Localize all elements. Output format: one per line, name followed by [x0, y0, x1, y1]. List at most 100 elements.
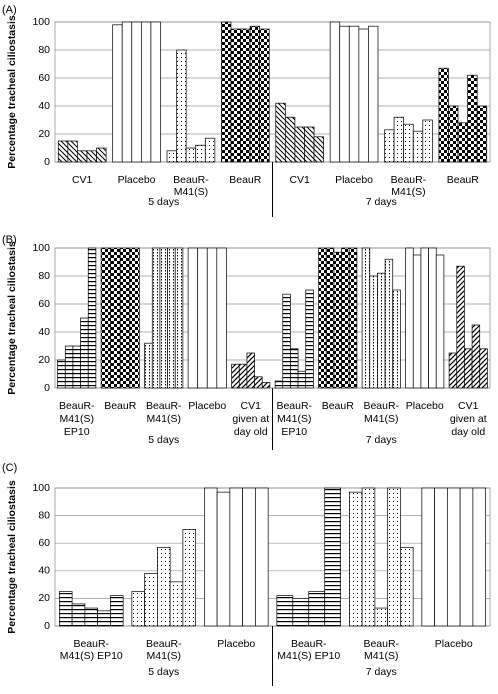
category-label: Placebo	[118, 174, 156, 186]
bar	[361, 487, 376, 627]
bar	[80, 317, 89, 389]
category-label: CV1	[289, 174, 310, 186]
bar	[87, 247, 97, 389]
bar	[131, 591, 145, 627]
y-tick-label: 60	[38, 72, 50, 84]
period-label: 5 days	[148, 196, 179, 208]
bar	[204, 487, 218, 627]
bar	[290, 348, 299, 389]
bar	[294, 126, 305, 163]
bar	[422, 119, 433, 163]
bar	[333, 251, 342, 389]
category-label: BeauR-	[363, 400, 399, 412]
bar	[456, 265, 465, 389]
bar	[255, 487, 269, 627]
bar	[229, 487, 243, 627]
bar	[448, 352, 458, 389]
bar	[329, 21, 341, 163]
category-label: M41(S) EP10	[60, 650, 123, 662]
bar	[304, 126, 315, 163]
bar	[318, 247, 327, 389]
category-label: BeauR-	[276, 400, 312, 412]
bar	[392, 289, 401, 389]
bar	[242, 487, 256, 627]
period-label: 5 days	[148, 666, 179, 678]
category-label: Placebo	[188, 400, 226, 412]
bar	[400, 546, 414, 627]
bar	[274, 380, 284, 389]
category-label: BeauR-	[146, 638, 182, 650]
bar	[238, 363, 248, 389]
bar	[121, 21, 133, 163]
y-tick-label: 40	[38, 565, 50, 577]
bar	[112, 24, 123, 163]
category-label: Placebo	[406, 400, 444, 412]
bar	[86, 150, 97, 163]
category-label: M41(S) EP10	[277, 650, 340, 662]
bar	[275, 102, 286, 163]
bar	[377, 272, 386, 389]
bar	[129, 247, 140, 389]
y-tick-label: 40	[38, 100, 50, 112]
bar	[387, 487, 401, 627]
bar	[447, 487, 461, 627]
bar	[434, 487, 448, 627]
bar	[204, 137, 216, 163]
category-label: Placebo	[435, 638, 473, 650]
category-label: CV1	[458, 400, 479, 412]
bar	[77, 150, 88, 163]
y-tick-label: 0	[44, 382, 50, 394]
category-label: day old	[451, 426, 485, 438]
y-tick-label: 100	[32, 242, 50, 254]
bar	[187, 247, 199, 389]
bar	[467, 74, 478, 163]
bar	[420, 247, 429, 389]
bar	[71, 603, 86, 627]
bar	[448, 105, 459, 163]
bar	[57, 140, 69, 163]
bar	[324, 487, 342, 627]
y-axis-label: Percentage tracheal ciliostasis	[6, 480, 18, 634]
bar	[166, 150, 177, 163]
bar	[110, 247, 121, 389]
bar	[471, 324, 481, 389]
bar	[259, 28, 270, 163]
bar	[297, 370, 307, 389]
category-label: M41(S)	[147, 413, 181, 425]
bar	[185, 147, 197, 163]
bar	[157, 546, 171, 627]
y-tick-label: 100	[32, 16, 50, 28]
bar	[358, 28, 369, 163]
bar	[292, 598, 310, 627]
category-label: BeauR	[447, 174, 480, 186]
bar	[230, 28, 241, 163]
category-label: M41(S)	[364, 650, 398, 662]
y-tick-label: 0	[44, 620, 50, 632]
category-label: BeauR-	[59, 400, 95, 412]
bar	[182, 529, 196, 627]
bar	[231, 363, 240, 389]
bar	[84, 607, 98, 627]
bar	[206, 247, 218, 389]
category-label: BeauR	[229, 174, 262, 186]
bar	[216, 491, 231, 627]
bar	[261, 382, 271, 389]
bar	[197, 247, 208, 389]
category-label: BeauR	[104, 400, 137, 412]
bar	[313, 136, 324, 163]
y-tick-label: 40	[38, 326, 50, 338]
bar	[369, 275, 378, 389]
category-label: given at	[450, 413, 487, 425]
y-tick-label: 80	[38, 509, 50, 521]
category-label: M41(S)	[147, 650, 181, 662]
bar	[405, 247, 414, 389]
bar	[412, 254, 422, 389]
y-tick-label: 100	[32, 482, 50, 494]
bar	[374, 607, 388, 627]
period-label: 7 days	[366, 196, 397, 208]
period-label: 7 days	[366, 666, 397, 678]
y-tick-label: 80	[38, 270, 50, 282]
bar	[67, 140, 78, 163]
bar	[151, 247, 161, 389]
period-label: 5 days	[148, 434, 179, 446]
